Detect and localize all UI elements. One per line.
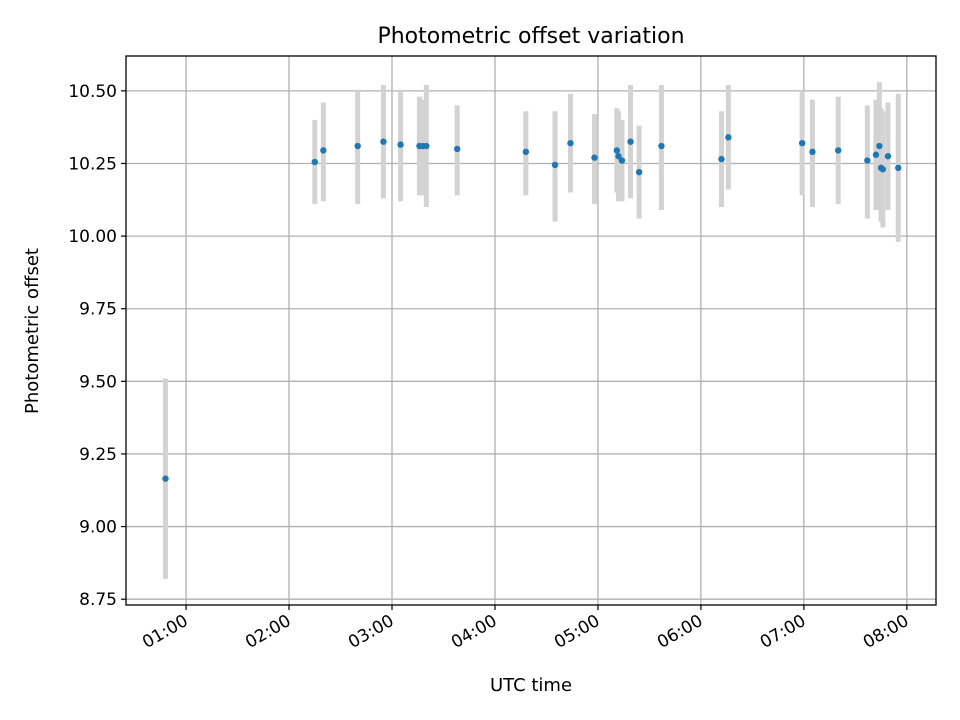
data-point: [397, 141, 404, 148]
data-point: [311, 158, 318, 166]
data-point: [454, 145, 461, 153]
y-axis-ticks: 8.75 9.00 9.25 9.50 9.75 10.00 10.25 10.50: [68, 82, 126, 610]
data-point: [615, 153, 622, 160]
data-point: [613, 147, 621, 154]
x-tick-label: 04:00: [448, 611, 500, 653]
data-point: [635, 168, 643, 176]
data-point: [895, 164, 902, 172]
x-tick-label: 05:00: [551, 611, 603, 653]
y-tick-label: 10.25: [68, 154, 117, 174]
chart-title: Photometric offset variation: [377, 24, 684, 49]
data-point-layer: [162, 134, 902, 482]
data-point: [884, 153, 892, 160]
y-axis-label: Photometric offset: [22, 248, 43, 414]
data-point: [627, 138, 634, 145]
data-point: [551, 161, 559, 169]
y-tick-label: 10.00: [68, 227, 117, 247]
data-point: [567, 139, 574, 147]
x-tick-label: 08:00: [860, 611, 912, 653]
data-point: [798, 139, 806, 147]
data-point: [834, 147, 842, 154]
data-point: [876, 142, 883, 150]
x-tick-label: 03:00: [345, 611, 397, 653]
data-point: [354, 142, 361, 150]
data-point: [380, 138, 387, 145]
x-tick-label: 02:00: [242, 611, 294, 653]
data-point: [725, 134, 732, 141]
data-point: [591, 154, 598, 161]
data-point: [872, 151, 880, 158]
data-point: [320, 147, 327, 154]
data-point: [864, 157, 871, 164]
y-tick-label: 9.00: [79, 518, 117, 538]
y-tick-label: 8.75: [79, 590, 117, 610]
data-point: [522, 148, 530, 156]
data-point: [618, 157, 626, 164]
grid-layer: [126, 56, 936, 605]
errorbar-layer: [162, 82, 901, 579]
x-tick-label: 01:00: [139, 611, 191, 653]
data-point: [809, 148, 816, 156]
plot-frame: [125, 55, 937, 606]
data-point: [162, 475, 169, 482]
data-point: [718, 155, 725, 163]
data-point: [879, 166, 887, 173]
x-tick-label: 07:00: [757, 611, 809, 653]
x-axis-ticks: 01:00 02:00 03:00 04:00 05:00 06:00 07:00 08:00: [139, 605, 912, 653]
data-point: [423, 142, 430, 150]
x-tick-label: 06:00: [654, 611, 706, 653]
data-point: [658, 142, 665, 150]
y-tick-label: 9.75: [79, 300, 117, 320]
x-axis-label: UTC time: [490, 675, 572, 696]
y-tick-label: 10.50: [68, 82, 117, 102]
y-tick-label: 9.50: [79, 372, 117, 392]
y-tick-label: 9.25: [79, 445, 117, 465]
